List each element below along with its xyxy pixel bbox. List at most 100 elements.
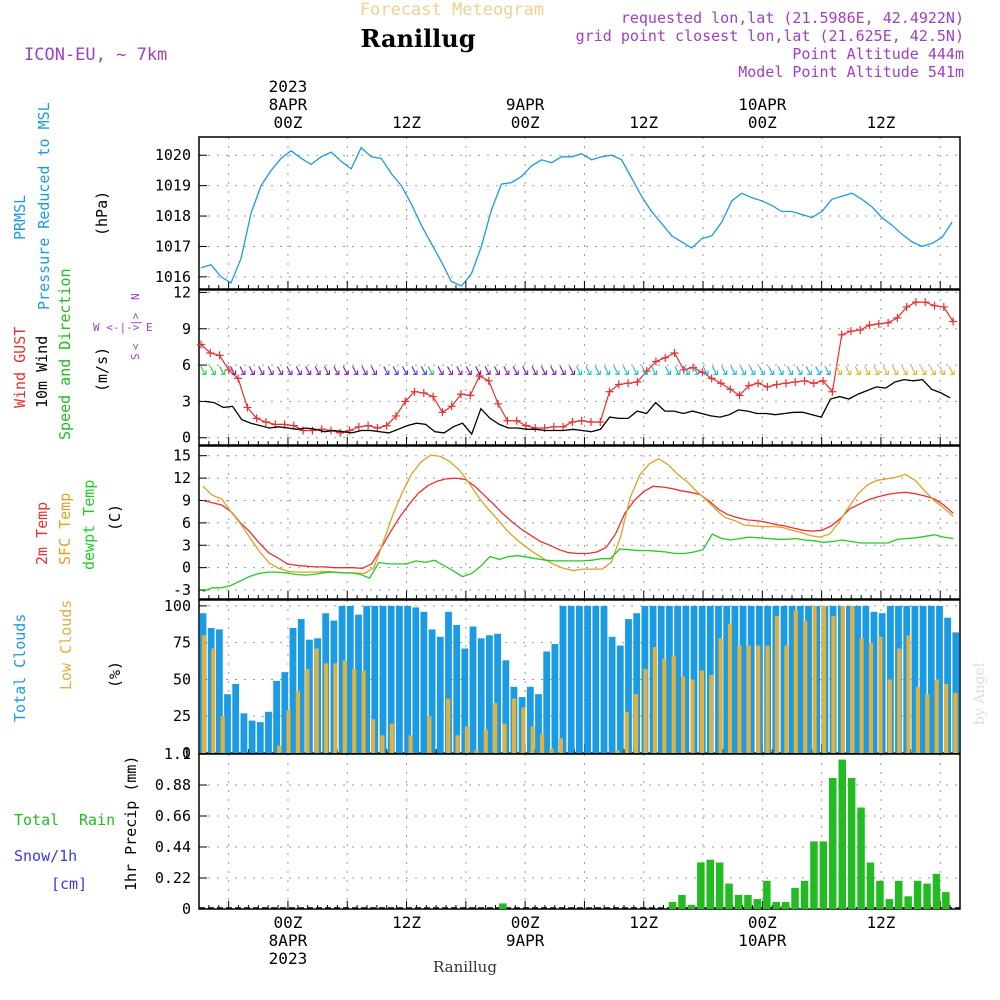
- low-cloud-bar: [446, 698, 451, 753]
- gust-marker: [364, 421, 373, 430]
- total-cloud-bar: [805, 605, 812, 753]
- y-tick-label: 0.88: [155, 776, 191, 794]
- top-time-label: 9APR: [506, 95, 545, 114]
- low-cloud-bar: [380, 735, 385, 753]
- wind-direction-arrow: [248, 366, 255, 375]
- gust-marker: [447, 402, 456, 411]
- wind-direction-arrow: [402, 366, 409, 375]
- rain-bar: [857, 807, 865, 909]
- precip-labels: Total Rain Snow/1h [cm] 1hr Precip (mm): [14, 756, 140, 893]
- wind-direction-arrow: [219, 366, 226, 375]
- gust-marker: [261, 417, 270, 426]
- low-cloud-bar: [681, 676, 686, 753]
- top-time-label: 8APR: [269, 95, 308, 114]
- label-sfc-temp: SFC Temp: [56, 493, 74, 565]
- panel-frame: [198, 136, 961, 290]
- low-cloud-bar: [944, 683, 949, 753]
- wind-direction-arrow: [920, 366, 927, 375]
- wind-direction-arrow: [632, 366, 639, 375]
- low-cloud-bar: [878, 636, 883, 753]
- bottom-time-label: 12Z: [629, 913, 658, 932]
- gust-marker: [707, 374, 716, 383]
- rain-bar: [734, 894, 743, 909]
- rain-bar: [499, 903, 507, 909]
- low-cloud-bar: [840, 605, 845, 753]
- y-tick-label: 1017: [155, 237, 191, 255]
- wind-direction-arrow: [383, 366, 390, 375]
- rain-bar: [838, 759, 846, 909]
- low-cloud-bar: [277, 745, 282, 753]
- label-low-clouds: Low Clouds: [57, 600, 75, 690]
- wind-direction-arrow: [815, 366, 822, 375]
- low-cloud-bar: [756, 645, 761, 753]
- low-cloud-bar: [821, 605, 827, 753]
- chart-title: Ranillug: [360, 24, 475, 53]
- wind-direction-arrow: [447, 366, 454, 375]
- y-tick-label: 0: [182, 744, 191, 762]
- low-cloud-bar: [342, 660, 347, 753]
- total-cloud-bar: [682, 605, 690, 753]
- low-cloud-bar: [718, 638, 723, 754]
- gust-marker: [921, 298, 930, 307]
- bottom-time-label: 12Z: [392, 913, 421, 932]
- rain-bar: [715, 862, 724, 909]
- wind-direction-arrow: [693, 366, 700, 375]
- low-cloud-bar: [897, 648, 902, 753]
- low-cloud-bar: [709, 675, 714, 753]
- gust-marker: [791, 378, 800, 387]
- y-tick-label: 12: [173, 469, 191, 487]
- low-cloud-bar: [850, 605, 855, 753]
- label-total-clouds: Total Clouds: [11, 614, 29, 722]
- gust-marker: [531, 424, 540, 433]
- rain-bar: [932, 873, 941, 909]
- label-10m-wind: 10m Wind: [33, 336, 51, 408]
- y-tick-label: 0.22: [155, 869, 191, 887]
- total-cloud-bar: [486, 635, 493, 753]
- rain-bar: [876, 880, 884, 909]
- footer-location: Ranillug: [433, 958, 497, 976]
- low-cloud-bar: [868, 642, 874, 753]
- total-cloud-bar: [559, 605, 567, 753]
- low-cloud-bar: [211, 648, 216, 753]
- gust-marker: [819, 376, 828, 385]
- wind-direction-arrow: [239, 366, 246, 375]
- wind-direction-arrow: [305, 366, 312, 375]
- gust-marker: [568, 417, 577, 426]
- gust-marker: [689, 363, 698, 372]
- gust-marker: [809, 379, 818, 388]
- y-tick-label: 0: [182, 429, 191, 447]
- t2m-line: [202, 477, 954, 570]
- low-cloud-bar: [521, 707, 526, 753]
- label-hpa: (hPa): [93, 191, 111, 236]
- label-snow: Snow/1h: [14, 847, 77, 865]
- temp-labels: 2m Temp SFC Temp dewpt Temp (C): [33, 480, 124, 570]
- low-cloud-bar: [295, 691, 300, 753]
- wind-direction-arrow: [258, 366, 265, 375]
- wind-direction-arrow: [411, 366, 418, 375]
- gust-marker: [902, 302, 911, 311]
- y-tick-label: 1020: [155, 146, 191, 164]
- rain-bar: [942, 892, 950, 909]
- clouds-plot: [199, 605, 960, 754]
- total-cloud-bar: [592, 605, 600, 753]
- gust-marker: [754, 379, 763, 388]
- gust-marker: [503, 416, 512, 425]
- rain-bar: [697, 862, 705, 909]
- top-time-label: 12Z: [392, 113, 421, 132]
- label-prmsl: PRMSL: [11, 195, 29, 240]
- gust-marker: [494, 399, 503, 408]
- wind-direction-arrow: [230, 366, 237, 375]
- temp-plot: [202, 454, 954, 593]
- credit-watermark: by Angel: [972, 662, 988, 725]
- compass-south: S: [129, 353, 142, 360]
- y-tick-label: 0.66: [155, 807, 191, 825]
- y-tick-label: 1.1: [164, 745, 191, 763]
- gust-marker: [735, 391, 744, 400]
- total-cloud-bar: [494, 633, 501, 753]
- rain-bar: [678, 894, 686, 909]
- top-time-label: 12Z: [866, 113, 895, 132]
- total-cloud-bar: [576, 605, 583, 753]
- gust-marker: [373, 424, 382, 433]
- low-cloud-bar: [333, 663, 338, 753]
- wind-direction-arrow: [939, 366, 946, 375]
